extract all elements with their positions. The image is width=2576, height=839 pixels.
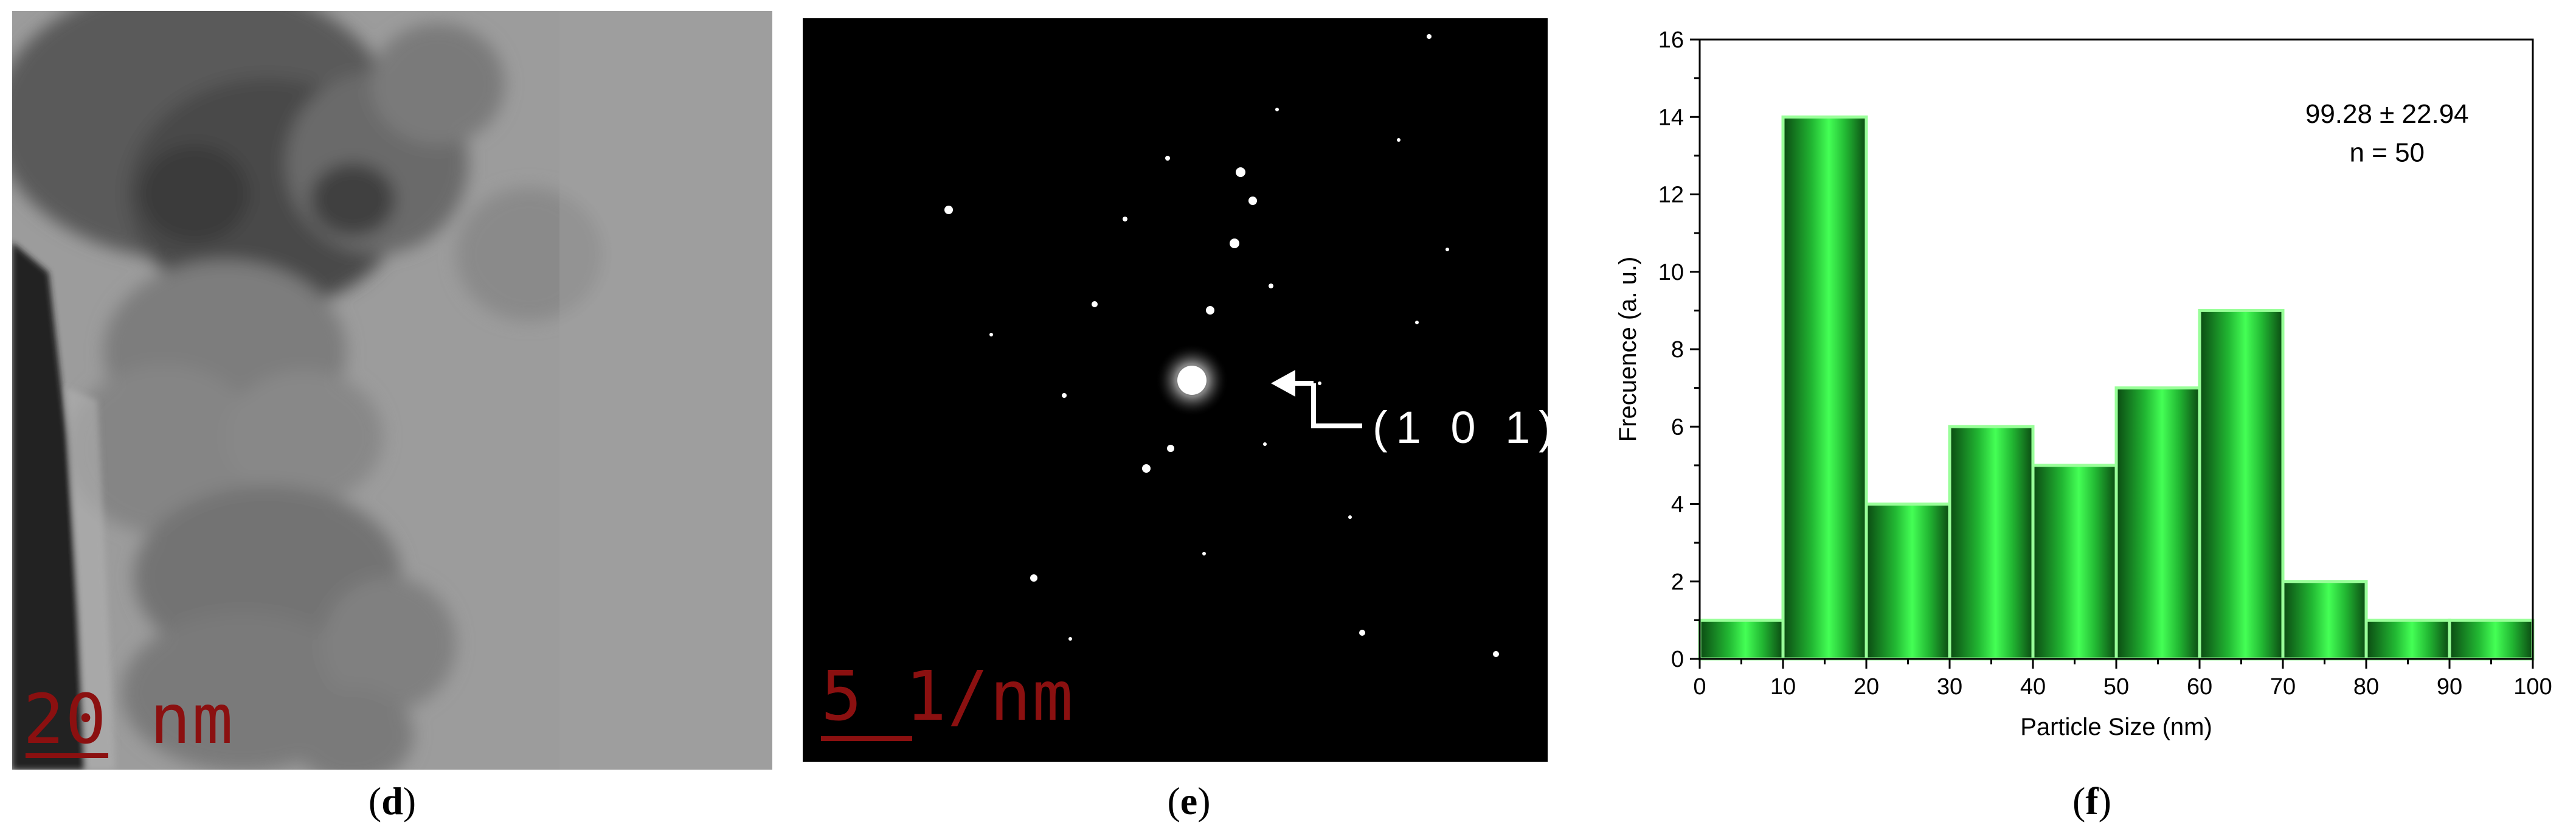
panel-label-f: (f) [2072,779,2111,823]
x-tick-label: 20 [1854,674,1879,700]
y-tick-label: 10 [1658,260,1684,285]
histogram-bar [1864,503,1951,661]
y-tick-label: 0 [1671,647,1684,672]
x-tick-label: 100 [2513,674,2552,700]
scale-bar-e [821,736,912,741]
y-tick-label: 8 [1671,337,1684,363]
scale-bar-label-e: 5 1/nm [821,657,1075,736]
x-tick-label: 0 [1693,674,1706,700]
axis-ticks: 0 10 20 30 40 50 60 70 80 90 100 0 2 4 6 8 10 12 14 16 [1658,27,2552,700]
y-tick-label: 16 [1658,27,1684,53]
x-tick-label: 70 [2270,674,2296,700]
histogram-bar [2031,464,2118,661]
histogram-bar [2448,618,2535,661]
x-tick-label: 50 [2103,674,2129,700]
histogram-bar [1781,115,1868,661]
x-tick-label: 10 [1770,674,1796,700]
histogram-bars [1698,115,2535,661]
x-tick-label: 60 [2187,674,2212,700]
y-tick-label: 14 [1658,105,1684,130]
histogram-bar [2364,618,2451,661]
x-tick-label: 90 [2437,674,2462,700]
histogram-bar [2281,580,2368,661]
diffraction-pattern-image: (1 0 1) [803,18,1548,762]
scale-bar-label-d: 20 nm [23,680,235,759]
histogram-bar [2198,308,2285,661]
stats-annotation-mean: 99.28 ± 22.94 [2305,99,2469,129]
y-tick-label: 12 [1658,183,1684,208]
tem-micrograph-image [12,11,772,770]
particle-size-histogram-panel: 0 10 20 30 40 50 60 70 80 90 100 0 2 4 6 8 10 12 14 16 Part… [1593,18,2566,779]
histogram-bar [2114,386,2201,661]
panel-label-e: (e) [1167,779,1211,823]
x-tick-label: 30 [1937,674,1962,700]
scale-bar-d [26,753,108,758]
diffraction-pattern-panel: (1 0 1) 5 1/nm [803,18,1548,762]
panel-label-d: (d) [368,779,417,823]
histogram-bar [1948,425,2035,661]
particle-size-histogram: 0 10 20 30 40 50 60 70 80 90 100 0 2 4 6 8 10 12 14 16 Part… [1615,27,2552,740]
y-tick-label: 4 [1671,492,1684,518]
histogram-bar [1698,618,1785,661]
miller-index-label: (1 0 1) [1373,402,1548,453]
stats-annotation-n: n = 50 [2349,138,2425,167]
x-tick-label: 80 [2353,674,2379,700]
x-axis-label: Particle Size (nm) [2020,714,2212,740]
diffraction-spots [944,34,1499,657]
y-tick-label: 6 [1671,414,1684,440]
tem-micrograph-panel: 20 nm [12,11,772,770]
x-tick-label: 40 [2020,674,2046,700]
y-axis-label: Frecuence (a. u.) [1615,257,1641,442]
y-tick-label: 2 [1671,569,1684,595]
